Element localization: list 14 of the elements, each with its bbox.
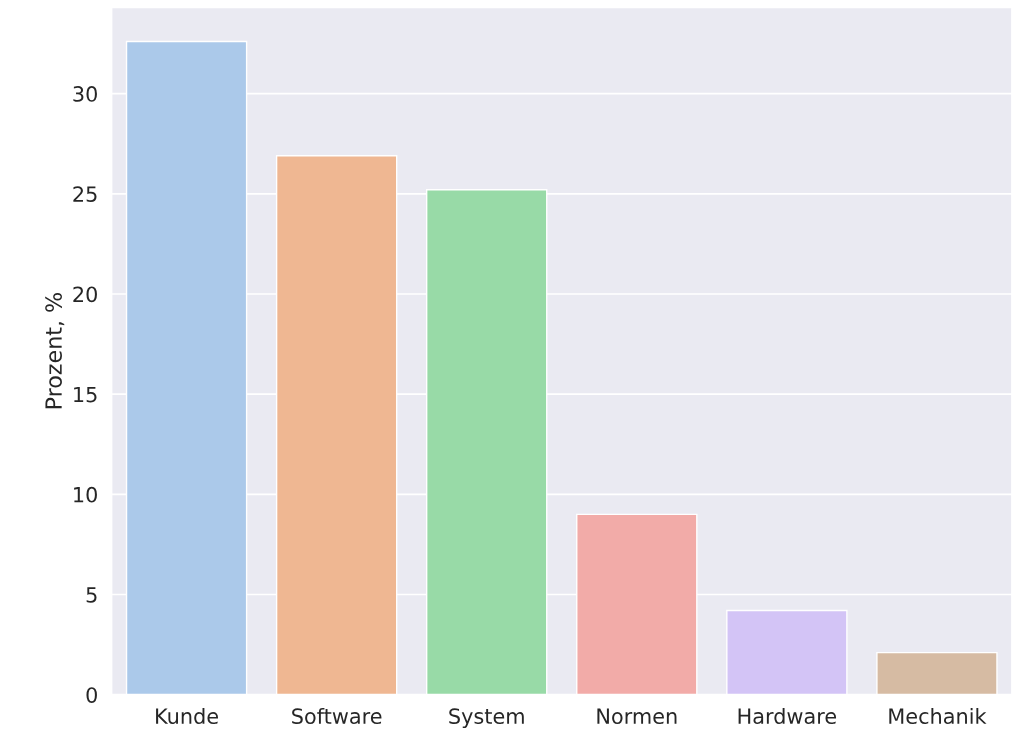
x-tick-label: Mechanik [889,707,987,725]
y-tick-label: 15 [74,386,97,403]
y-tick-label: 25 [73,186,97,203]
x-tick-label: Hardware [738,707,837,725]
y-tick-label: 30 [73,86,97,102]
y-tick-label: 5 [86,587,97,603]
x-tick-label: Normen [597,708,677,725]
x-tick-label: Software [292,707,382,725]
x-tick-label: Kunde [156,707,218,725]
y-tick-label: 20 [73,286,97,303]
y-tick-label: 10 [74,486,97,503]
x-tick-label: System [449,708,524,729]
y-axis-title: Prozent, % [45,293,65,409]
y-tick-label: 0 [86,687,97,703]
